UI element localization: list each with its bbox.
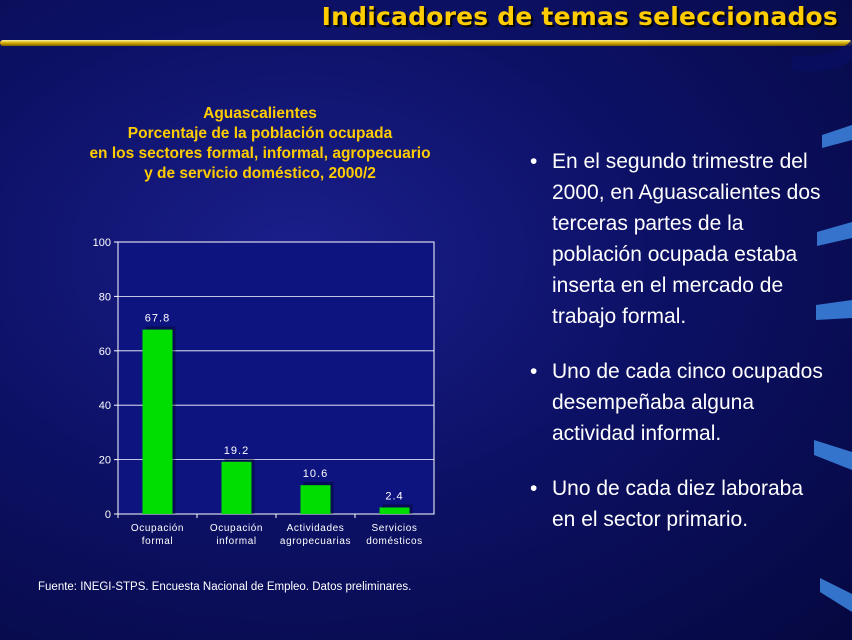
chart-heading-line-2: Porcentaje de la población ocupada	[127, 125, 393, 142]
x-tick-label: domésticos	[366, 536, 423, 547]
x-tick-label: informal	[216, 536, 256, 547]
bar-value-label: 10.6	[303, 468, 328, 480]
y-tick-label: 0	[105, 509, 111, 521]
bullet-line: En el segundo trimestre del	[552, 150, 808, 173]
y-tick-label: 20	[99, 455, 111, 467]
decorative-swooshes	[792, 40, 852, 612]
x-tick-label: Servicios	[372, 523, 418, 534]
bullet-line: desempeñaba alguna	[552, 391, 755, 414]
x-tick-label: Actividades	[287, 523, 345, 534]
bar-value-label: 67.8	[145, 313, 170, 325]
bullet-line: en el sector primario.	[552, 508, 749, 531]
bar-value-label: 19.2	[224, 445, 249, 457]
bar	[221, 461, 252, 514]
bullet-line: trabajo formal.	[552, 305, 687, 328]
bullet-dot-icon: •	[530, 360, 538, 383]
bar	[379, 507, 410, 514]
bar-value-label: 2.4	[385, 490, 403, 502]
bullet-line: Uno de cada diez laboraba	[552, 477, 804, 500]
chart-heading: Aguascalientes Porcentaje de la població…	[40, 104, 480, 184]
x-tick-label: agropecuarias	[280, 536, 351, 547]
bullet-line: terceras partes de la	[552, 212, 744, 235]
bullet-dot-icon: •	[530, 150, 538, 173]
y-tick-label: 60	[99, 346, 111, 358]
bullet-line: inserta en el mercado de	[552, 274, 784, 297]
bar	[142, 329, 173, 514]
y-tick-label: 80	[99, 291, 111, 303]
bullet-list: • En el segundo trimestre del 2000, en Agu…	[526, 146, 846, 559]
chart-heading-line-1: Aguascalientes	[203, 105, 317, 122]
source-note: Fuente: INEGI-STPS. Encuesta Nacional de…	[38, 581, 412, 593]
bullet-item: • Uno de cada diez laboraba en el sector p…	[526, 473, 846, 535]
bar	[300, 485, 331, 514]
y-tick-label: 40	[99, 400, 111, 412]
y-tick-label: 100	[93, 237, 111, 249]
bullet-item: • Uno de cada cinco ocupados desempeñaba a…	[526, 356, 846, 449]
x-tick-label: formal	[142, 536, 173, 547]
slide-title: Indicadores de temas seleccionados	[321, 2, 838, 31]
chart-heading-line-3: en los sectores formal, informal, agrope…	[89, 145, 431, 162]
bullet-line: Uno de cada cinco ocupados	[552, 360, 823, 383]
bullet-dot-icon: •	[530, 477, 538, 500]
x-tick-label: Ocupación	[210, 523, 263, 534]
bullet-line: población ocupada estaba	[552, 243, 798, 266]
bullet-line: 2000, en Aguascalientes dos	[552, 181, 821, 204]
title-underline	[0, 40, 852, 46]
chart-heading-line-4: y de servicio doméstico, 2000/2	[144, 165, 376, 182]
bullet-item: • En el segundo trimestre del 2000, en Agu…	[526, 146, 846, 332]
x-tick-label: Ocupación	[131, 523, 184, 534]
bullet-line: actividad informal.	[552, 422, 722, 445]
